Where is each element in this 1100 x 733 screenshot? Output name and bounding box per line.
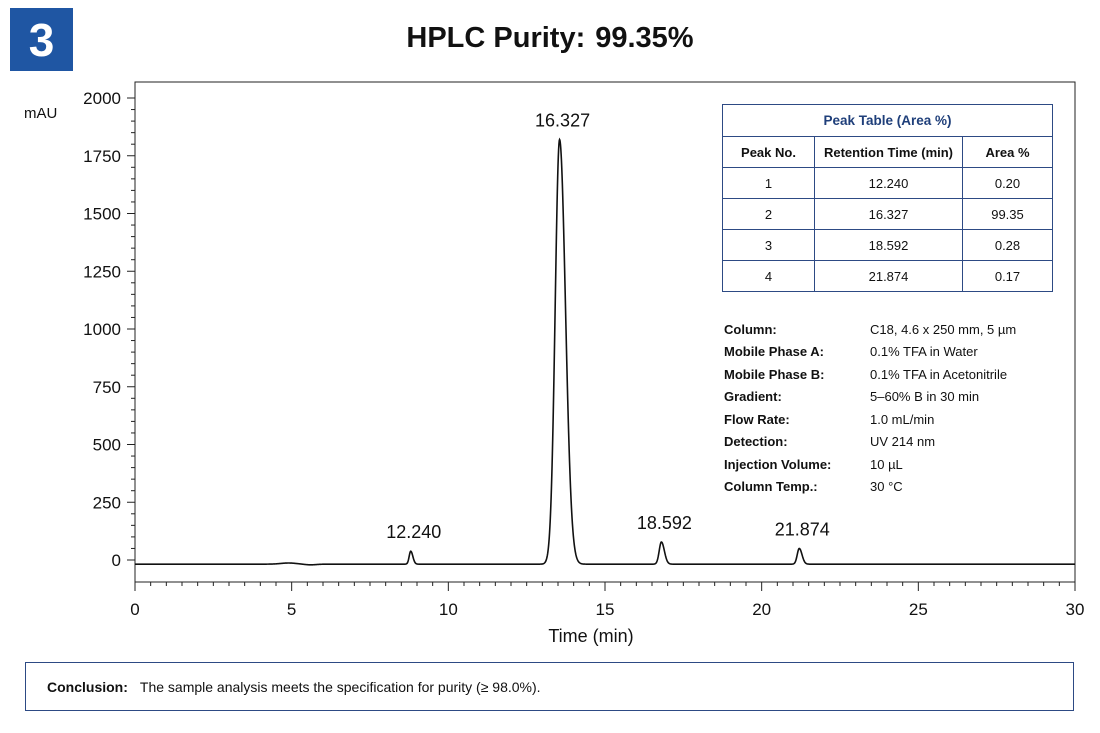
x-tick-label: 20 <box>752 600 771 619</box>
area-percent: 0.28 <box>962 229 1053 261</box>
header-area-percent: Area % <box>962 136 1053 168</box>
x-tick-label: 5 <box>287 600 296 619</box>
method-row: Injection Volume: 10 µL <box>724 453 1016 476</box>
area-percent: 99.35 <box>962 198 1053 230</box>
method-label: Mobile Phase A: <box>724 344 824 360</box>
method-label: Injection Volume: <box>724 456 832 472</box>
x-tick-label: 30 <box>1066 600 1085 619</box>
y-axis-label: mAU <box>24 105 57 122</box>
method-value: UV 214 nm <box>870 434 936 450</box>
method-value: C18, 4.6 x 250 mm, 5 µm <box>870 321 1017 337</box>
header-peak-no: Peak No. <box>722 136 815 168</box>
method-value: 30 °C <box>870 479 903 495</box>
method-row: Flow Rate: 1.0 mL/min <box>724 408 1016 431</box>
peak-labels: 12.240 16.327 18.592 21.874 <box>386 111 830 543</box>
table-row: 4 21.874 0.17 <box>722 260 1053 292</box>
conclusion-box: Conclusion: The sample analysis meets th… <box>25 662 1074 711</box>
conclusion-text: The sample analysis meets the specificat… <box>139 678 541 695</box>
method-value: 0.1% TFA in Water <box>870 344 978 360</box>
peak-no: 4 <box>722 260 815 292</box>
y-tick-label: 1000 <box>83 320 121 339</box>
y-tick-label: 0 <box>112 551 121 570</box>
peak-label: 18.592 <box>637 513 692 533</box>
retention-time: 16.327 <box>814 198 963 230</box>
area-percent: 0.17 <box>962 260 1053 292</box>
peak-label: 16.327 <box>535 111 590 131</box>
method-label: Gradient: <box>724 389 782 405</box>
purity-value: 99.35% <box>595 22 694 54</box>
y-tick-label: 1250 <box>83 262 121 281</box>
table-row: 2 16.327 99.35 <box>722 198 1053 230</box>
x-tick-label: 0 <box>130 600 139 619</box>
method-row: Mobile Phase B: 0.1% TFA in Acetonitrile <box>724 363 1016 386</box>
table-row: 3 18.592 0.28 <box>722 229 1053 261</box>
x-axis-label: Time (min) <box>548 626 633 646</box>
method-label: Column Temp.: <box>724 479 818 495</box>
peak-label: 21.874 <box>775 519 830 539</box>
x-tick-label: 15 <box>596 600 615 619</box>
method-value: 10 µL <box>870 456 903 472</box>
method-row: Gradient: 5–60% B in 30 min <box>724 386 1016 409</box>
method-row: Detection: UV 214 nm <box>724 431 1016 454</box>
header-retention-time: Retention Time (min) <box>814 136 963 168</box>
retention-time: 21.874 <box>814 260 963 292</box>
x-tick-label: 10 <box>439 600 458 619</box>
y-tick-label: 2000 <box>83 89 121 108</box>
peak-label: 12.240 <box>386 522 441 542</box>
method-row: Mobile Phase A: 0.1% TFA in Water <box>724 341 1016 364</box>
peak-no: 2 <box>722 198 815 230</box>
method-row: Column Temp.: 30 °C <box>724 476 1016 499</box>
method-parameters: Column: C18, 4.6 x 250 mm, 5 µm Mobile Ph… <box>724 318 1016 498</box>
retention-time: 18.592 <box>814 229 963 261</box>
method-label: Flow Rate: <box>724 411 790 427</box>
chromatogram-trace <box>135 137 1075 566</box>
y-tick-label: 1500 <box>83 205 121 224</box>
peak-no: 1 <box>722 167 815 199</box>
y-tick-label: 1750 <box>83 147 121 166</box>
x-tick-label: 25 <box>909 600 928 619</box>
peak-table-caption: Peak Table (Area %) <box>722 104 1053 137</box>
section-number-badge: 3 <box>10 8 73 71</box>
y-tick-label: 750 <box>93 378 121 397</box>
method-label: Mobile Phase B: <box>724 366 825 382</box>
method-value: 1.0 mL/min <box>870 411 935 427</box>
y-tick-label: 500 <box>93 436 121 455</box>
peak-table: Peak Table (Area %) Peak No. Retention T… <box>722 104 1053 292</box>
conclusion-label: Conclusion: <box>47 678 128 695</box>
table-row: 1 12.240 0.20 <box>722 167 1053 199</box>
method-value: 0.1% TFA in Acetonitrile <box>870 366 1008 382</box>
x-axis: 0 5 10 15 20 25 30 <box>130 582 1084 619</box>
peak-no: 3 <box>722 229 815 261</box>
chromatogram-chart: 0 250 500 750 1000 1250 1500 1750 2000 0 5 10 15 20 2… <box>24 81 1084 646</box>
retention-time: 12.240 <box>814 167 963 199</box>
method-row: Column: C18, 4.6 x 250 mm, 5 µm <box>724 318 1016 341</box>
y-tick-label: 250 <box>93 493 121 512</box>
method-label: Detection: <box>724 434 788 450</box>
area-percent: 0.20 <box>962 167 1053 199</box>
method-label: Column: <box>724 321 777 337</box>
method-value: 5–60% B in 30 min <box>870 389 980 405</box>
y-axis: 0 250 500 750 1000 1250 1500 1750 2000 <box>83 89 135 570</box>
title-label: HPLC Purity: <box>406 22 586 54</box>
page-title: HPLC Purity: 99.35% <box>0 22 1100 55</box>
